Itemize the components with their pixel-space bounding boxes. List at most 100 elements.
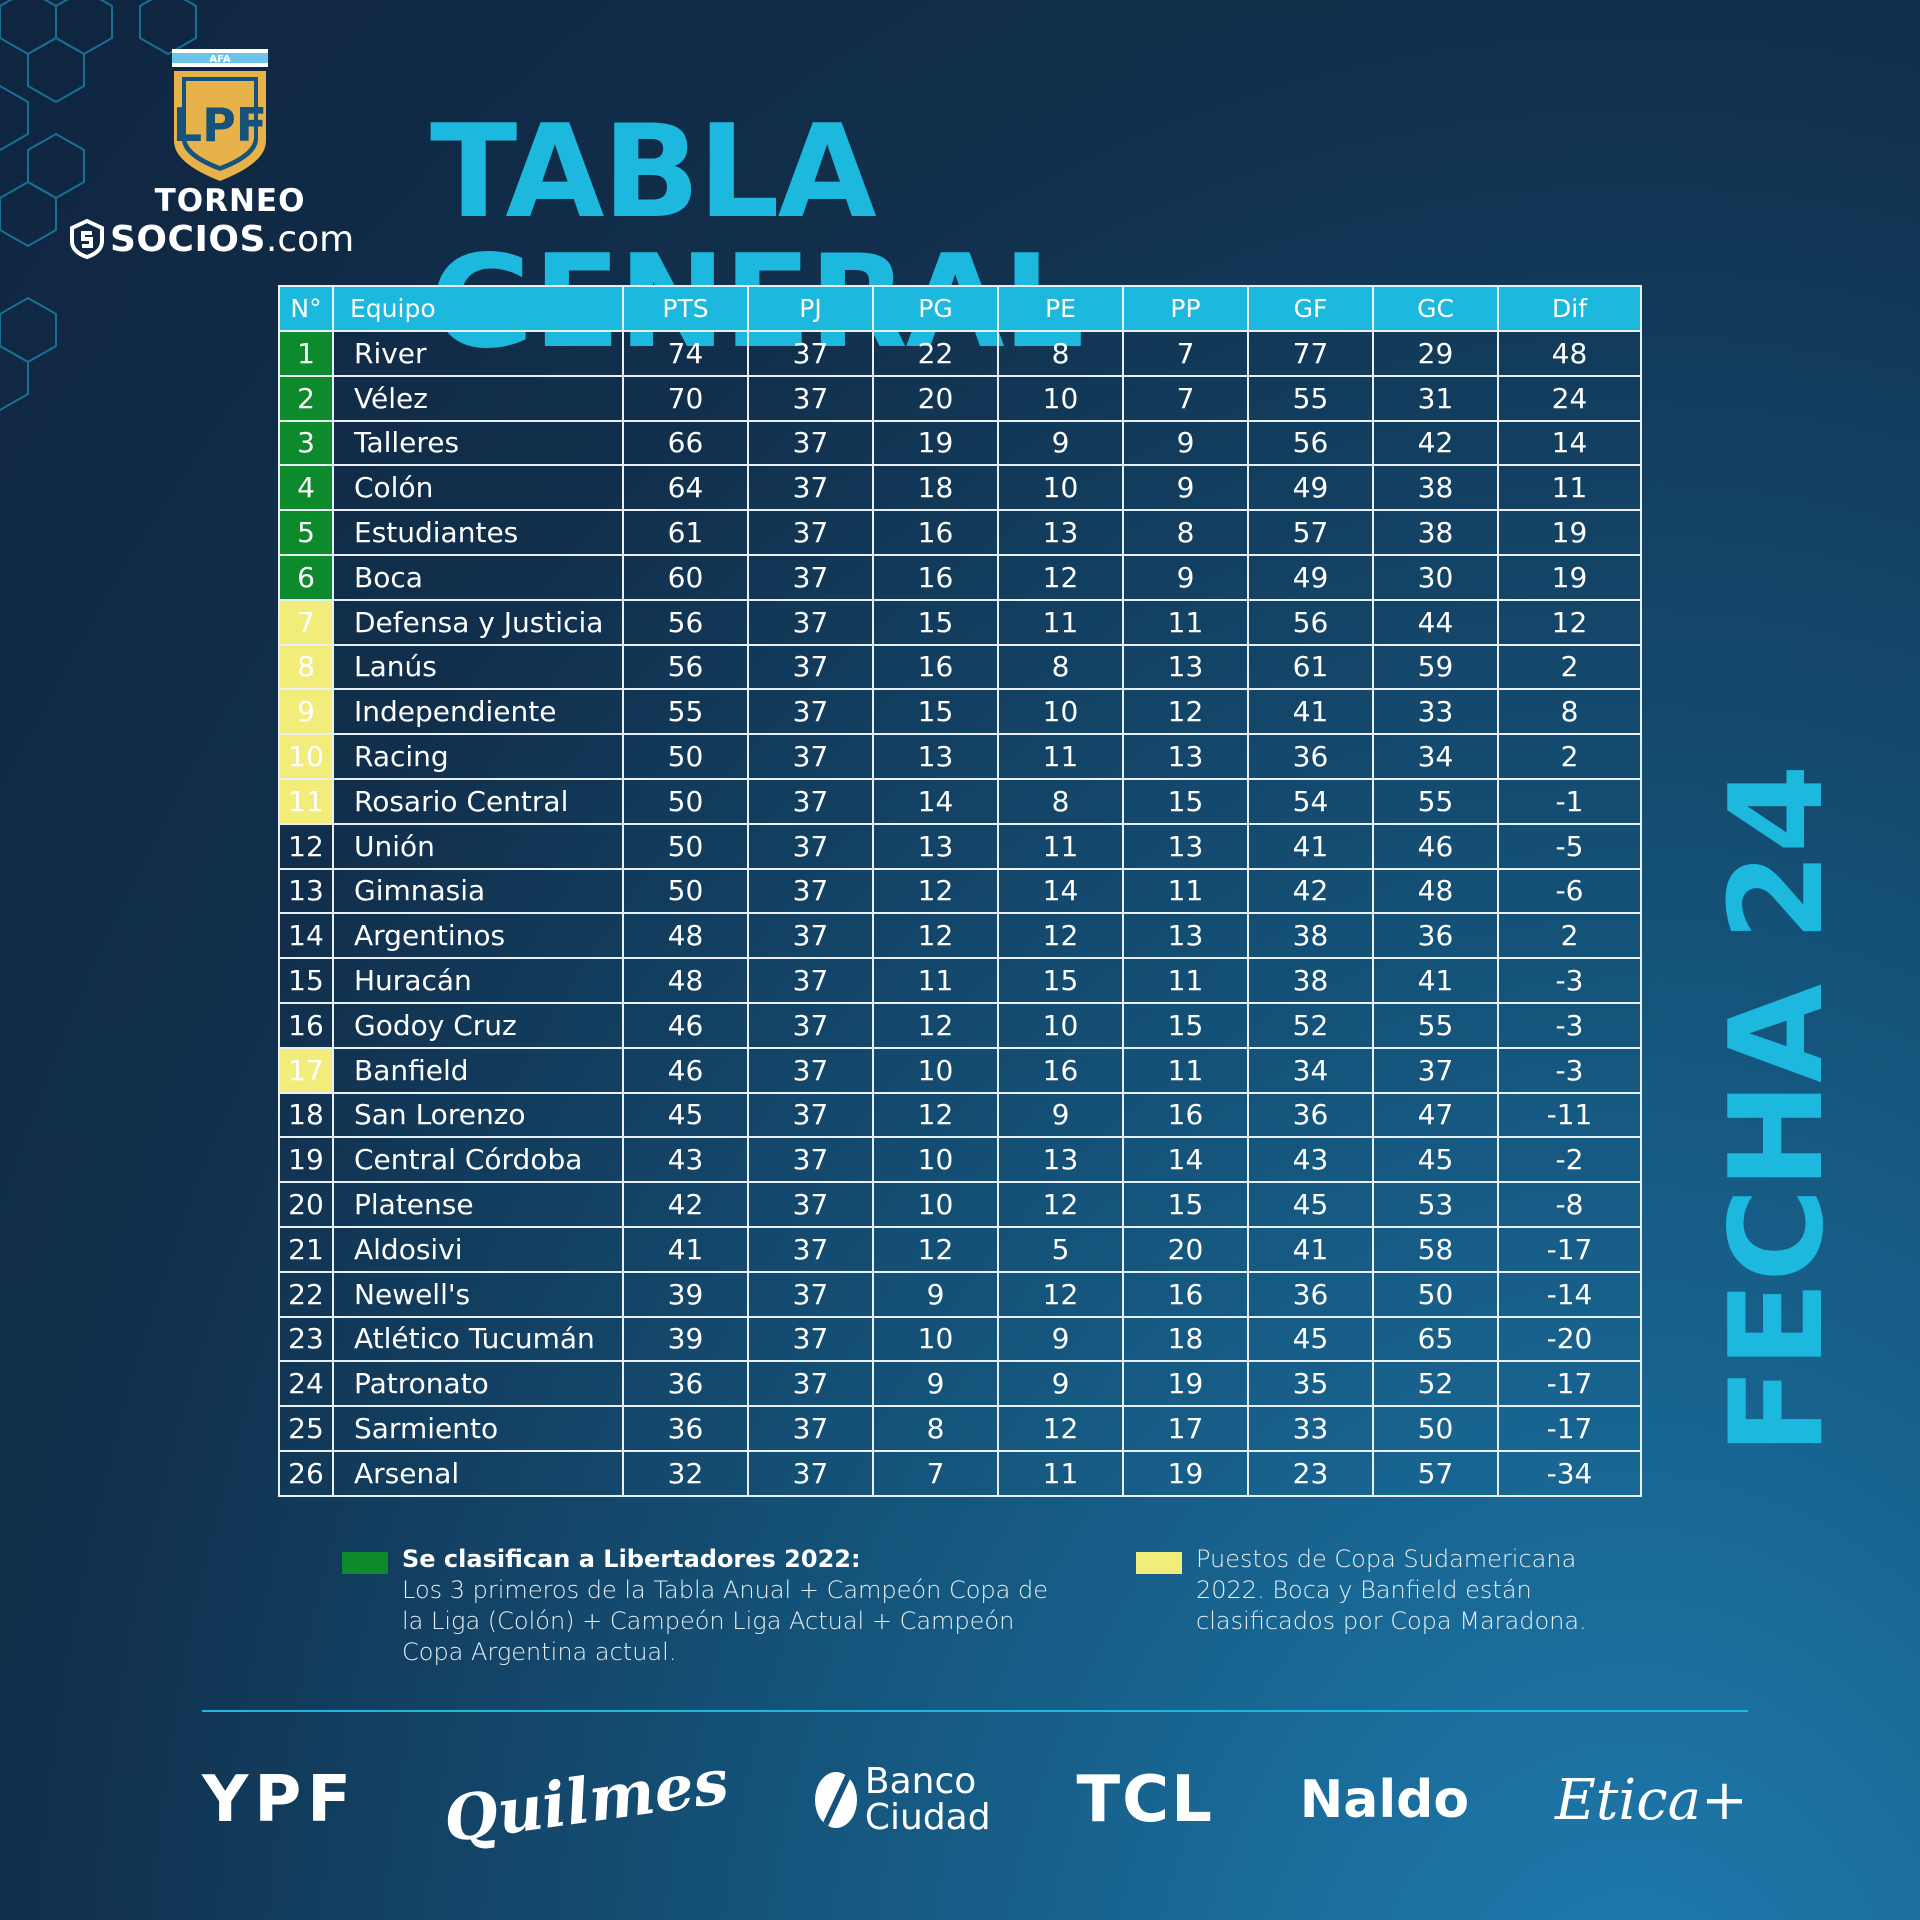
goals-for-cell: 52: [1247, 1001, 1374, 1049]
won-cell: 16: [872, 553, 999, 601]
points-cell: 48: [622, 957, 749, 1004]
played-cell: 37: [747, 822, 874, 870]
table-row: 14 Argentinos 48 37 12 12 13 38 36 2: [278, 912, 1642, 960]
banco-ciudad-icon: [814, 1772, 857, 1828]
table-row: 5 Estudiantes 61 37 16 13 8 57 38 19: [278, 509, 1642, 556]
lost-cell: 13: [1122, 822, 1249, 870]
points-cell: 42: [622, 1181, 749, 1228]
points-cell: 64: [622, 464, 749, 512]
legend-libertadores: Se clasifican a Libertadores 2022: Los 3…: [342, 1544, 1062, 1668]
played-cell: 37: [747, 1046, 874, 1094]
points-cell: 66: [622, 419, 749, 467]
drawn-cell: 5: [997, 1225, 1124, 1273]
lpf-shield-icon: AFA LPF: [172, 49, 268, 181]
team-cell: Atlético Tucumán: [332, 1315, 624, 1363]
won-cell: 10: [872, 1046, 999, 1094]
table-row: 15 Huracán 48 37 11 15 11 38 41 -3: [278, 957, 1642, 1004]
goals-against-cell: 38: [1372, 464, 1499, 512]
won-cell: 12: [872, 867, 999, 915]
header-lost: PP: [1122, 285, 1249, 332]
goals-against-cell: 34: [1372, 733, 1499, 780]
position-cell: 6: [278, 553, 334, 601]
team-cell: Independiente: [332, 688, 624, 736]
goal-difference-cell: -17: [1497, 1405, 1642, 1452]
lost-cell: 15: [1122, 1181, 1249, 1228]
header-won: PG: [872, 285, 999, 332]
goal-difference-cell: -1: [1497, 777, 1642, 825]
goals-against-cell: 47: [1372, 1091, 1499, 1139]
lost-cell: 13: [1122, 912, 1249, 960]
points-cell: 74: [622, 330, 749, 377]
position-cell: 21: [278, 1225, 334, 1273]
drawn-cell: 15: [997, 957, 1124, 1004]
team-cell: Argentinos: [332, 912, 624, 960]
table-row: 10 Racing 50 37 13 11 13 36 34 2: [278, 733, 1642, 780]
won-cell: 19: [872, 419, 999, 467]
table-row: 24 Patronato 36 37 9 9 19 35 52 -17: [278, 1360, 1642, 1408]
points-cell: 46: [622, 1001, 749, 1049]
won-cell: 8: [872, 1405, 999, 1452]
played-cell: 37: [747, 733, 874, 780]
drawn-cell: 10: [997, 464, 1124, 512]
points-cell: 39: [622, 1270, 749, 1318]
drawn-cell: 9: [997, 1360, 1124, 1408]
legend-libertadores-text: Se clasifican a Libertadores 2022: Los 3…: [402, 1544, 1062, 1668]
sponsor-ypf-logo: YPF: [202, 1763, 357, 1837]
drawn-cell: 9: [997, 1091, 1124, 1139]
played-cell: 37: [747, 1001, 874, 1049]
won-cell: 10: [872, 1136, 999, 1184]
goal-difference-cell: -5: [1497, 822, 1642, 870]
position-cell: 9: [278, 688, 334, 736]
position-cell: 10: [278, 733, 334, 780]
position-cell: 15: [278, 957, 334, 1004]
lost-cell: 12: [1122, 688, 1249, 736]
goals-for-cell: 56: [1247, 598, 1374, 646]
team-cell: Vélez: [332, 374, 624, 422]
points-cell: 32: [622, 1449, 749, 1497]
goal-difference-cell: 19: [1497, 509, 1642, 556]
played-cell: 37: [747, 374, 874, 422]
goals-for-cell: 35: [1247, 1360, 1374, 1408]
banco-ciudad-wordmark: Banco Ciudad: [865, 1764, 991, 1836]
sponsor-naldo-logo: Naldo: [1299, 1770, 1470, 1830]
goals-for-cell: 38: [1247, 957, 1374, 1004]
goals-against-cell: 65: [1372, 1315, 1499, 1363]
header-points: PTS: [622, 285, 749, 332]
played-cell: 37: [747, 1360, 874, 1408]
logo-dotcom-text: .com: [265, 218, 355, 260]
goal-difference-cell: -20: [1497, 1315, 1642, 1363]
drawn-cell: 12: [997, 553, 1124, 601]
won-cell: 12: [872, 1091, 999, 1139]
goal-difference-cell: -34: [1497, 1449, 1642, 1497]
team-cell: Talleres: [332, 419, 624, 467]
team-cell: Banfield: [332, 1046, 624, 1094]
lost-cell: 19: [1122, 1360, 1249, 1408]
points-cell: 70: [622, 374, 749, 422]
table-row: 16 Godoy Cruz 46 37 12 10 15 52 55 -3: [278, 1001, 1642, 1049]
won-cell: 10: [872, 1181, 999, 1228]
points-cell: 45: [622, 1091, 749, 1139]
goals-for-cell: 55: [1247, 374, 1374, 422]
played-cell: 37: [747, 777, 874, 825]
goals-against-cell: 59: [1372, 643, 1499, 691]
table-row: 23 Atlético Tucumán 39 37 10 9 18 45 65 -20: [278, 1315, 1642, 1363]
header-goals-against: GC: [1372, 285, 1499, 332]
lost-cell: 15: [1122, 1001, 1249, 1049]
table-row: 13 Gimnasia 50 37 12 14 11 42 48 -6: [278, 867, 1642, 915]
lost-cell: 11: [1122, 598, 1249, 646]
played-cell: 37: [747, 464, 874, 512]
goals-for-cell: 61: [1247, 643, 1374, 691]
points-cell: 36: [622, 1405, 749, 1452]
table-row: 22 Newell's 39 37 9 12 16 36 50 -14: [278, 1270, 1642, 1318]
socios-s-icon: [70, 219, 104, 259]
goals-against-cell: 44: [1372, 598, 1499, 646]
sponsor-tcl-logo: TCL: [1076, 1763, 1214, 1837]
drawn-cell: 12: [997, 912, 1124, 960]
torneo-socios-logo: AFA LPF TORNEO SOCIOS .com: [70, 45, 360, 265]
goal-difference-cell: -11: [1497, 1091, 1642, 1139]
lost-cell: 7: [1122, 330, 1249, 377]
table-row: 4 Colón 64 37 18 10 9 49 38 11: [278, 464, 1642, 512]
won-cell: 9: [872, 1360, 999, 1408]
position-cell: 2: [278, 374, 334, 422]
goal-difference-cell: 24: [1497, 374, 1642, 422]
